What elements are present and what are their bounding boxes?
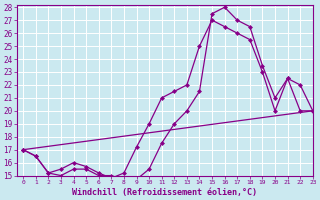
X-axis label: Windchill (Refroidissement éolien,°C): Windchill (Refroidissement éolien,°C) — [72, 188, 257, 197]
